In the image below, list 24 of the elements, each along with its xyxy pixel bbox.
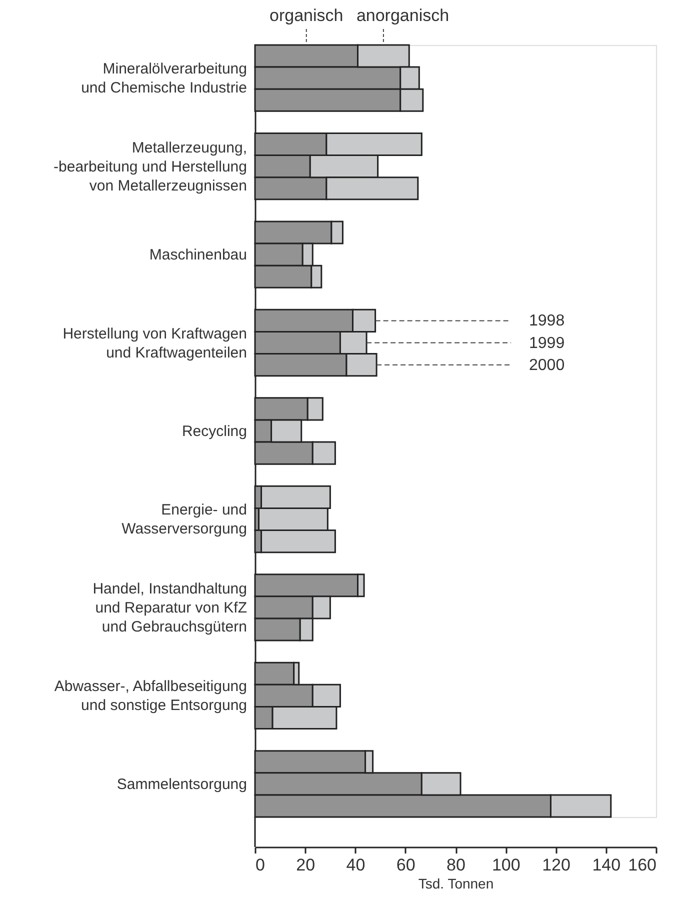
y-tick-label: Energie- und Wasserversorgung <box>122 502 247 538</box>
y-tick-label: Recycling <box>182 423 247 440</box>
annotation: 1998 <box>529 312 565 330</box>
y-tick-label: Maschinenbau <box>149 246 247 264</box>
y-tick-label: Handel, Instandhaltung und Reparatur von KfZ und Gebrauchsgütern <box>92 580 247 636</box>
x-tick-label: 80 <box>446 856 466 874</box>
x-tick-label: 120 <box>542 856 570 874</box>
annotation: 2000 <box>529 356 565 374</box>
y-tick-label: Abwasser-, Abfallbeseitigung und sonstige Entsorgung <box>54 678 247 714</box>
y-tick-label: Metallerzeugung, -bearbeitung und Herstellung von Metallerzeugnissen <box>54 139 247 194</box>
y-tick-label: Herstellung von Kraftwagen und Kraftwagenteilen <box>62 325 247 362</box>
y-tick-label: Sammelentsorgung <box>116 776 247 793</box>
x-tick-label: 20 <box>296 856 316 874</box>
x-tick-label: 140 <box>592 856 621 874</box>
x-tick-label: 40 <box>346 856 366 874</box>
annotation: 1999 <box>529 334 565 352</box>
series-label: anorganisch <box>356 6 450 25</box>
x-tick-label: 0 <box>256 856 265 874</box>
y-tick-label: Mineralölverarbeitung und Chemische Industrie <box>81 60 247 97</box>
x-tick-label: 160 <box>628 856 656 874</box>
x-axis-title: Tsd. Tonnen <box>418 876 494 892</box>
series-label: organisch <box>270 6 344 25</box>
x-tick-label: 60 <box>396 856 416 874</box>
x-tick-label: 100 <box>492 856 520 874</box>
